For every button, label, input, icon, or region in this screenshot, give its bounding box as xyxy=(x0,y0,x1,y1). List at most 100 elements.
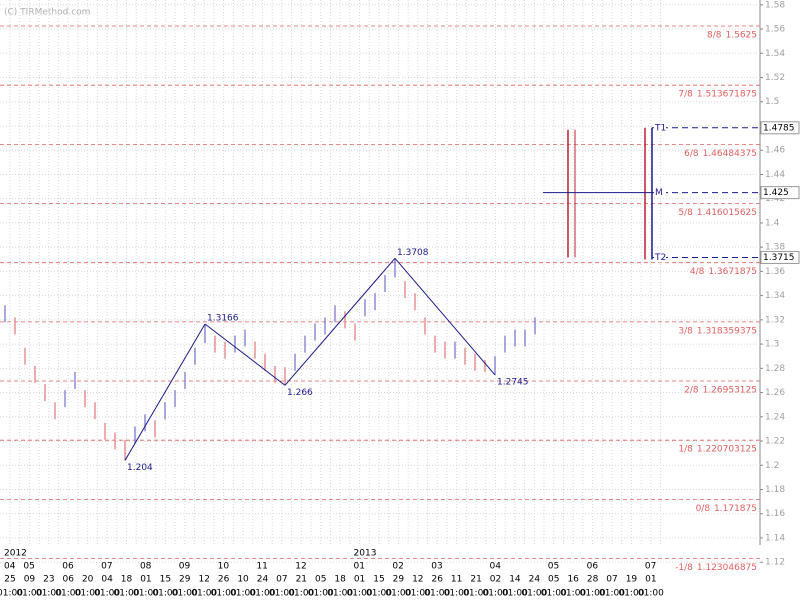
projection-name: M xyxy=(655,188,663,198)
murrey-name: 3/8 xyxy=(678,326,693,336)
y-tick-label: 1.28 xyxy=(765,364,785,374)
y-tick-label: 1.12 xyxy=(765,558,785,568)
x-tick-label: 01:00 xyxy=(618,589,644,599)
x-tick-label: 11 xyxy=(256,562,267,572)
y-tick-label: 1.42 xyxy=(765,194,785,204)
y-tick-label: 1.36 xyxy=(765,267,785,277)
zigzag-segment xyxy=(284,257,396,386)
x-tick-label: 01:00 xyxy=(638,589,664,599)
x-tick-label: 01:00 xyxy=(16,589,42,599)
x-tick-label: 12 xyxy=(198,575,209,585)
x-tick-label: 18 xyxy=(121,575,133,585)
x-tick-label: 04 xyxy=(4,562,16,572)
murrey-value: 1.416015625 xyxy=(697,208,757,218)
x-tick-label: 01:00 xyxy=(560,589,586,599)
x-tick-label: 23 xyxy=(43,575,54,585)
y-tick-label: 1.56 xyxy=(765,25,785,35)
x-tick-label: 10 xyxy=(218,562,230,572)
projection-tag xyxy=(654,252,666,263)
x-tick-label: 01:00 xyxy=(541,589,567,599)
projection-value: 1.3715 xyxy=(763,253,795,263)
x-tick-label: 01 xyxy=(354,575,365,585)
x-tick-label: 2012 xyxy=(4,549,27,559)
murrey-name: 7/8 xyxy=(678,90,693,100)
x-tick-label: 14 xyxy=(509,575,521,585)
zigzag-label: 1.204 xyxy=(127,463,153,473)
projection-value-box xyxy=(760,250,800,264)
y-tick-label: 1.34 xyxy=(765,291,785,301)
y-tick-label: 1.58 xyxy=(765,0,785,10)
y-tick-label: 1.44 xyxy=(765,170,785,180)
x-tick-label: 01:00 xyxy=(55,589,81,599)
x-tick-label: 01 xyxy=(354,562,365,572)
x-tick-label: 01:00 xyxy=(327,589,353,599)
x-tick-label: 01:00 xyxy=(599,589,625,599)
murrey-value: 1.171875 xyxy=(714,504,757,514)
y-tick-label: 1.4 xyxy=(765,218,780,228)
x-tick-label: 01:00 xyxy=(211,589,237,599)
murrey-value: 1.220703125 xyxy=(697,445,757,455)
x-tick-label: 05 xyxy=(315,575,326,585)
x-tick-label: 24 xyxy=(529,575,541,585)
x-tick-label: 01:00 xyxy=(94,589,120,599)
x-tick-label: 04 xyxy=(101,575,113,585)
x-tick-label: 15 xyxy=(373,575,384,585)
murrey-name: 2/8 xyxy=(684,386,699,396)
x-tick-label: 09 xyxy=(24,575,36,585)
x-tick-label: 01:00 xyxy=(502,589,528,599)
x-tick-label: 07 xyxy=(276,575,287,585)
x-tick-label: 01:00 xyxy=(36,589,62,599)
y-tick-label: 1.2 xyxy=(765,461,779,471)
murrey-value: 1.5625 xyxy=(726,31,758,41)
x-tick-label: 01:00 xyxy=(269,589,295,599)
x-tick-label: 25 xyxy=(4,575,15,585)
x-tick-label: 06 xyxy=(62,562,74,572)
zigzag-segment xyxy=(394,257,496,376)
x-tick-label: 18 xyxy=(334,575,346,585)
murrey-value: 1.318359375 xyxy=(697,326,757,336)
projection-value-box xyxy=(760,186,800,200)
x-tick-label: 29 xyxy=(179,575,191,585)
x-tick-label: 01:00 xyxy=(405,589,431,599)
murrey-name: 0/8 xyxy=(696,504,711,514)
x-tick-label: 24 xyxy=(257,575,269,585)
x-tick-label: 01:00 xyxy=(288,589,314,599)
x-tick-label: 01:00 xyxy=(230,589,256,599)
y-tick-label: 1.26 xyxy=(765,388,785,398)
projection-name: T1 xyxy=(654,123,666,133)
x-tick-label: 01:00 xyxy=(521,589,547,599)
x-tick-label: 05 xyxy=(548,562,559,572)
murrey-value: 1.26953125 xyxy=(703,386,757,396)
projection-name: T2 xyxy=(654,253,666,263)
x-tick-label: 21 xyxy=(470,575,481,585)
x-tick-label: 09 xyxy=(179,562,191,572)
projection-value: 1.4785 xyxy=(763,123,795,133)
x-tick-label: 01:00 xyxy=(483,589,509,599)
y-tick-label: 1.3 xyxy=(765,340,779,350)
murrey-name: 4/8 xyxy=(690,267,705,277)
x-tick-label: 08 xyxy=(140,562,152,572)
x-tick-label: 12 xyxy=(295,562,306,572)
y-tick-label: 1.24 xyxy=(765,412,785,422)
x-tick-label: 28 xyxy=(587,575,599,585)
x-tick-label: 01:00 xyxy=(152,589,178,599)
x-tick-label: 01:00 xyxy=(366,589,392,599)
x-tick-label: 06 xyxy=(63,575,75,585)
x-tick-label: 01:00 xyxy=(385,589,411,599)
y-tick-label: 1.16 xyxy=(765,509,785,519)
x-tick-label: 01 xyxy=(645,575,656,585)
x-tick-label: 01:00 xyxy=(133,589,159,599)
y-tick-label: 1.18 xyxy=(765,485,785,495)
x-tick-label: 19 xyxy=(626,575,638,585)
x-tick-label: 01:00 xyxy=(114,589,140,599)
x-tick-label: 01:00 xyxy=(424,589,450,599)
murrey-name: 8/8 xyxy=(707,31,722,41)
murrey-name: 6/8 xyxy=(684,149,699,159)
zigzag-segment xyxy=(124,323,206,461)
x-tick-label: 05 xyxy=(23,562,34,572)
x-tick-label: 29 xyxy=(393,575,405,585)
x-tick-label: 2013 xyxy=(354,549,377,559)
x-tick-label: 01:00 xyxy=(463,589,489,599)
x-tick-label: 21 xyxy=(296,575,307,585)
